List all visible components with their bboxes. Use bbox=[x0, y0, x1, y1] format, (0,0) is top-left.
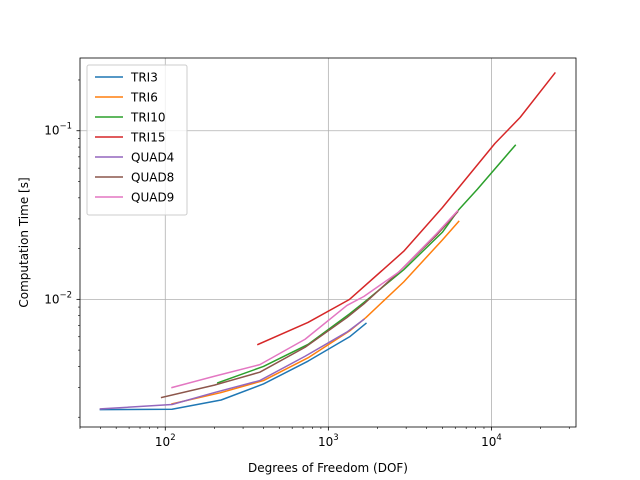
y-axis-label: Computation Time [s] bbox=[17, 177, 31, 307]
legend-label-quad4: QUAD4 bbox=[131, 151, 174, 165]
x-tick-label: 103 bbox=[318, 433, 339, 449]
x-tick-label: 102 bbox=[155, 433, 176, 449]
x-axis-label: Degrees of Freedom (DOF) bbox=[248, 461, 408, 475]
tick-labels: 102 103 104 10−2 10−1 bbox=[44, 122, 502, 449]
series-line-tri15 bbox=[256, 71, 556, 346]
legend-label-tri15: TRI15 bbox=[130, 131, 165, 145]
legend-label-tri3: TRI3 bbox=[130, 71, 158, 85]
legend: TRI3 TRI6 TRI10 TRI15 QUAD4 QUAD8 QUAD9 bbox=[86, 64, 188, 216]
legend-label-quad8: QUAD8 bbox=[131, 171, 174, 185]
y-tick-label: 10−1 bbox=[44, 122, 72, 138]
series-line-tri3 bbox=[99, 322, 367, 411]
legend-label-quad9: QUAD9 bbox=[131, 191, 174, 205]
series-lines bbox=[99, 71, 556, 411]
series-line-quad4 bbox=[99, 318, 365, 410]
series-line-tri10 bbox=[216, 144, 517, 384]
major-ticks bbox=[76, 130, 492, 431]
y-tick-label: 10−2 bbox=[44, 290, 72, 306]
legend-label-tri6: TRI6 bbox=[130, 91, 158, 105]
x-tick-label: 104 bbox=[481, 433, 502, 449]
legend-label-tri10: TRI10 bbox=[130, 111, 165, 125]
series-line-quad9 bbox=[171, 209, 459, 389]
